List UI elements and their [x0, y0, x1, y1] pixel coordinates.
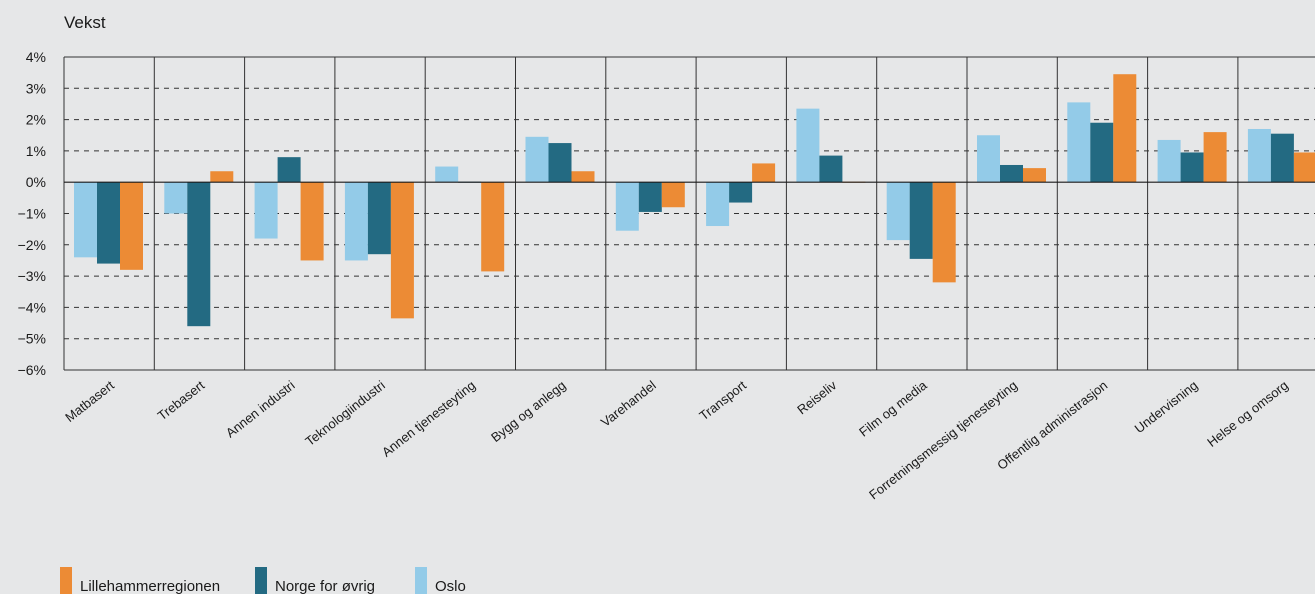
legend-label: Norge for øvrig: [275, 578, 375, 594]
bar: [367, 182, 391, 255]
category-label: Transport: [696, 377, 749, 423]
y-tick-label: −6%: [18, 362, 46, 378]
bar: [1247, 128, 1271, 183]
bar: [1023, 168, 1046, 183]
category-label: Undervisning: [1132, 378, 1201, 437]
bars: [74, 74, 1315, 327]
bar: [886, 182, 910, 241]
y-axis-ticks: 4% 3% 2% 1% 0% −1% −2% −3% −4% −5% −6%: [18, 49, 46, 378]
bar: [1270, 133, 1294, 183]
category-label: Film og media: [856, 377, 930, 440]
bar: [1203, 132, 1227, 183]
bar: [187, 182, 211, 327]
bar: [344, 182, 368, 261]
bar: [1067, 102, 1091, 183]
legend-swatch: [60, 567, 72, 594]
bar: [548, 143, 572, 183]
category-label: Teknologiindustri: [302, 377, 388, 449]
category-label: Bygg og anlegg: [488, 378, 568, 445]
y-tick-label: −3%: [18, 268, 46, 284]
bar: [1090, 122, 1114, 183]
y-tick-label: −2%: [18, 237, 46, 253]
bar: [729, 182, 753, 203]
y-tick-label: 1%: [26, 143, 46, 159]
bar: [210, 171, 234, 183]
category-label: Annen industri: [223, 377, 298, 440]
category-label: Reiseliv: [794, 377, 839, 417]
category-label: Forretningsmessig tjenesteyting: [866, 378, 1020, 503]
category-labels: Matbasert Trebasert Annen industri Teknolog…: [62, 377, 1291, 502]
legend-swatch: [255, 567, 267, 594]
bar: [74, 182, 97, 258]
bar: [277, 157, 301, 183]
bar: [1157, 139, 1181, 183]
bar: [390, 182, 414, 319]
bar: [97, 182, 120, 264]
bar: [932, 182, 956, 283]
bar: [819, 155, 843, 183]
bar: [481, 182, 505, 272]
y-tick-label: 0%: [26, 174, 46, 190]
axes: [63, 56, 1315, 371]
bar: [1113, 74, 1137, 183]
bar: [706, 182, 730, 227]
bar: [164, 182, 188, 214]
bar: [638, 182, 662, 212]
category-label: Helse og omsorg: [1204, 378, 1291, 450]
legend-label: Oslo: [435, 578, 466, 594]
legend: Lillehammerregionen Norge for øvrig Oslo: [60, 567, 466, 594]
bar: [435, 166, 459, 183]
bar: [615, 182, 639, 231]
y-tick-label: 4%: [26, 49, 46, 65]
bar: [1000, 164, 1023, 183]
legend-label: Lillehammerregionen: [80, 578, 220, 594]
y-tick-label: −4%: [18, 299, 46, 315]
bar: [909, 182, 933, 259]
y-tick-label: 3%: [26, 80, 46, 96]
y-tick-label: −1%: [18, 206, 46, 222]
bar: [1180, 152, 1204, 183]
category-label: Annen tjenesteyting: [379, 378, 478, 460]
bar: [752, 163, 776, 183]
bar: [571, 171, 595, 183]
y-axis-title: Vekst: [64, 13, 106, 32]
bar: [254, 182, 278, 239]
bar: [120, 182, 143, 270]
y-tick-label: 2%: [26, 112, 46, 128]
bar: [1293, 152, 1315, 183]
category-label: Varehandel: [598, 377, 659, 429]
bar: [796, 108, 820, 183]
bar: [977, 135, 1000, 183]
category-label: Trebasert: [155, 377, 208, 423]
legend-swatch: [415, 567, 427, 594]
category-label: Matbasert: [62, 377, 117, 425]
bar: [661, 182, 685, 208]
bar: [525, 136, 549, 183]
bar: [300, 182, 324, 261]
y-tick-label: −5%: [18, 331, 46, 347]
